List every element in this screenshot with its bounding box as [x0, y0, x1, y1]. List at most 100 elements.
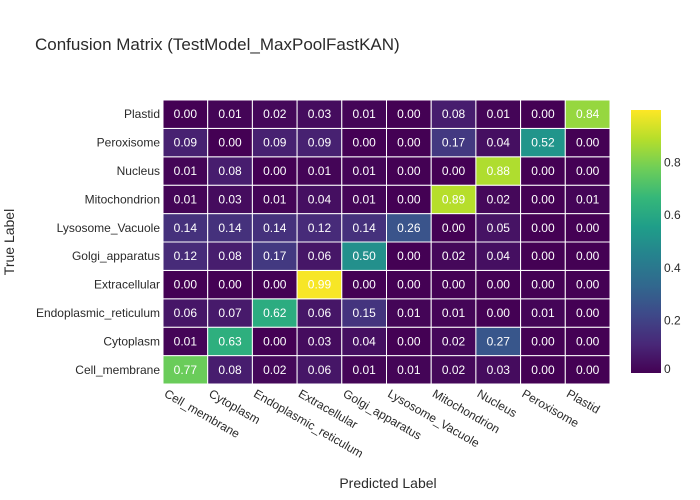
cell-value-label: 0.88 — [487, 164, 511, 178]
heatmap-cell — [386, 184, 432, 215]
heatmap-cell — [207, 326, 253, 357]
heatmap-cell — [475, 241, 522, 271]
cell-value-label: 0.00 — [397, 192, 421, 206]
cell-value-label: 0.01 — [174, 192, 198, 206]
colorbar-tick-label: 0.6 — [664, 208, 681, 222]
heatmap-cell — [341, 355, 387, 385]
cell-value-label: 0.05 — [487, 221, 511, 235]
heatmap-cell — [430, 99, 477, 129]
cell-value-label: 0.00 — [531, 221, 555, 235]
cell-value-label: 0.01 — [218, 107, 242, 121]
cell-value-label: 0.01 — [397, 363, 421, 377]
cell-value-label: 0.03 — [308, 334, 332, 348]
heatmap-cell — [475, 269, 522, 300]
cell-value-label: 0.00 — [397, 278, 421, 292]
colorbar-tick-label: 0 — [664, 362, 671, 376]
heatmap-cells: 0.77 0.08 0.02 0.06 0.01 0.01 0.02 0.03 0.00 0.00… — [162, 99, 611, 385]
cell-value-label: 0.02 — [263, 363, 287, 377]
x-axis-title: Predicted Label — [339, 475, 436, 491]
cell-value-label: 0.84 — [576, 107, 600, 121]
heatmap-cell — [296, 269, 343, 300]
cell-value-label: 0.01 — [352, 107, 376, 121]
heatmap-cell — [430, 213, 477, 243]
heatmap-cell — [564, 99, 611, 129]
cell-value-label: 0.12 — [308, 221, 332, 235]
cell-value-label: 0.00 — [487, 278, 511, 292]
cell-value-label: 0.09 — [174, 136, 198, 150]
heatmap-cell — [162, 184, 209, 215]
cell-value-label: 0.01 — [352, 363, 376, 377]
cell-value-label: 0.00 — [218, 278, 242, 292]
cell-value-label: 0.00 — [352, 278, 376, 292]
cell-value-label: 0.00 — [576, 221, 600, 235]
cell-value-label: 0.17 — [263, 249, 287, 263]
y-tick-label: Nucleus — [117, 164, 160, 178]
cell-value-label: 0.00 — [576, 249, 600, 263]
cell-value-label: 0.17 — [442, 136, 466, 150]
cell-value-label: 0.00 — [531, 192, 555, 206]
x-tick-labels: Cell_membraneCytoplasmEndoplasmic_reticu… — [162, 386, 603, 460]
cell-value-label: 0.01 — [576, 192, 600, 206]
cell-value-label: 0.00 — [442, 278, 466, 292]
colorbar-ticks: 0 0.2 0.4 0.6 0.8 — [664, 156, 681, 376]
cell-value-label: 0.00 — [397, 164, 421, 178]
heatmap-cell — [520, 99, 566, 129]
cell-value-label: 0.14 — [352, 221, 376, 235]
heatmap-cell — [162, 241, 209, 271]
cell-value-label: 0.01 — [487, 107, 511, 121]
colorbar-tick-label: 0.4 — [664, 261, 681, 275]
heatmap-cell — [520, 184, 566, 215]
cell-value-label: 0.26 — [397, 221, 421, 235]
cell-value-label: 0.07 — [218, 306, 242, 320]
heatmap-cell — [386, 99, 432, 129]
heatmap-cell — [296, 213, 343, 243]
cell-value-label: 0.02 — [487, 192, 511, 206]
heatmap-cell — [341, 99, 387, 129]
heatmap-cell — [296, 156, 343, 186]
heatmap-cell — [296, 127, 343, 158]
heatmap-cell — [162, 127, 209, 158]
cell-value-label: 0.00 — [174, 107, 198, 121]
cell-value-label: 0.02 — [442, 363, 466, 377]
cell-value-label: 0.04 — [308, 192, 332, 206]
heatmap-cell — [430, 241, 477, 271]
cell-value-label: 0.08 — [218, 363, 242, 377]
cell-value-label: 0.00 — [218, 136, 242, 150]
heatmap-cell — [251, 156, 298, 186]
heatmap-cell — [162, 355, 209, 385]
y-axis-title: True Label — [1, 209, 17, 275]
heatmap-cell — [564, 184, 611, 215]
colorbar-tick-label: 0.8 — [664, 156, 681, 170]
cell-value-label: 0.00 — [531, 107, 555, 121]
cell-value-label: 0.89 — [442, 192, 466, 206]
heatmap-cell — [386, 269, 432, 300]
cell-value-label: 0.15 — [352, 306, 376, 320]
y-tick-label: Cell_membrane — [75, 363, 160, 377]
cell-value-label: 0.08 — [442, 107, 466, 121]
cell-value-label: 0.14 — [174, 221, 198, 235]
heatmap-cell — [207, 99, 253, 129]
heatmap-cell — [207, 241, 253, 271]
cell-value-label: 0.77 — [174, 363, 198, 377]
heatmap-cell — [564, 156, 611, 186]
cell-value-label: 0.00 — [442, 221, 466, 235]
heatmap-cell — [251, 326, 298, 357]
x-tick-label: Cell_membrane — [162, 386, 243, 441]
cell-value-label: 0.04 — [487, 249, 511, 263]
cell-value-label: 0.00 — [487, 306, 511, 320]
heatmap-cell — [520, 127, 566, 158]
cell-value-label: 0.01 — [308, 164, 332, 178]
cell-value-label: 0.04 — [487, 136, 511, 150]
y-tick-label: Extracellular — [94, 278, 160, 292]
cell-value-label: 0.00 — [397, 334, 421, 348]
y-tick-label: Lysosome_Vacuole — [57, 221, 161, 235]
cell-value-label: 0.09 — [308, 136, 332, 150]
cell-value-label: 0.00 — [531, 278, 555, 292]
y-tick-label: Golgi_apparatus — [72, 249, 160, 263]
cell-value-label: 0.00 — [397, 136, 421, 150]
cell-value-label: 0.00 — [397, 107, 421, 121]
heatmap-cell — [341, 156, 387, 186]
cell-value-label: 0.00 — [352, 136, 376, 150]
cell-value-label: 0.00 — [442, 164, 466, 178]
heatmap-cell — [341, 298, 387, 328]
